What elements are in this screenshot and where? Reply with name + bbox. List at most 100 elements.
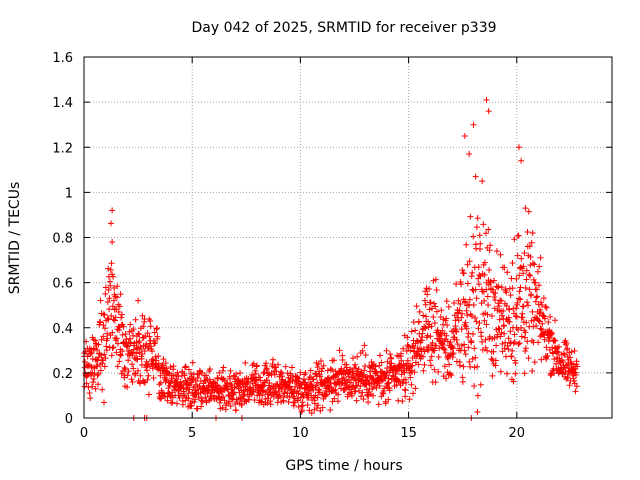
data-point — [520, 303, 527, 310]
data-point — [332, 386, 339, 393]
data-point — [498, 284, 505, 291]
data-point — [254, 381, 261, 388]
y-tick-label: 1 — [65, 186, 73, 201]
data-point — [427, 357, 434, 364]
data-point — [529, 260, 536, 267]
data-point — [444, 338, 451, 345]
data-point — [512, 370, 519, 377]
data-point — [118, 370, 125, 377]
data-point — [129, 379, 136, 386]
data-point — [553, 360, 560, 367]
data-point — [483, 96, 490, 103]
data-point — [98, 352, 105, 359]
data-point — [464, 280, 471, 287]
data-point — [359, 389, 366, 396]
data-point — [361, 367, 368, 374]
data-point — [258, 398, 265, 405]
data-point — [502, 286, 509, 293]
data-point — [171, 382, 178, 389]
data-point — [398, 357, 405, 364]
data-point — [438, 307, 445, 314]
data-point — [125, 368, 132, 375]
data-point — [316, 386, 323, 393]
data-point — [301, 371, 308, 378]
data-point — [132, 316, 139, 323]
data-point — [543, 355, 550, 362]
data-point — [513, 275, 520, 282]
data-point — [107, 282, 114, 289]
data-point — [376, 382, 383, 389]
data-point — [395, 377, 402, 384]
data-point — [231, 389, 238, 396]
data-point — [444, 322, 451, 329]
data-point — [439, 341, 446, 348]
data-point — [308, 381, 315, 388]
data-point — [92, 337, 99, 344]
data-point — [474, 215, 481, 222]
data-point — [491, 277, 498, 284]
data-point — [274, 361, 281, 368]
data-point — [198, 369, 205, 376]
data-point — [102, 355, 109, 362]
data-point — [568, 348, 575, 355]
data-point — [509, 347, 516, 354]
data-point — [206, 366, 213, 373]
data-point — [421, 323, 428, 330]
data-point — [446, 352, 453, 359]
data-point — [525, 302, 532, 309]
data-point — [437, 335, 444, 342]
data-point — [132, 370, 139, 377]
data-point — [106, 295, 113, 302]
data-point — [463, 307, 470, 314]
data-point — [109, 239, 116, 246]
data-point — [302, 370, 309, 377]
data-point — [433, 342, 440, 349]
data-point — [462, 298, 469, 305]
data-point — [304, 401, 311, 408]
data-point — [415, 319, 422, 326]
data-point — [455, 297, 462, 304]
data-point — [101, 363, 108, 370]
data-point — [100, 399, 107, 406]
data-point — [474, 392, 481, 399]
data-point — [573, 383, 580, 390]
data-point — [83, 380, 90, 387]
data-point — [377, 352, 384, 359]
data-point — [555, 349, 562, 356]
data-point — [431, 300, 438, 307]
data-point — [115, 308, 122, 315]
data-point — [422, 288, 429, 295]
data-point — [86, 390, 93, 397]
data-point — [388, 360, 395, 367]
data-point — [457, 362, 464, 369]
data-point — [370, 383, 377, 390]
data-point — [193, 381, 200, 388]
data-point — [459, 267, 466, 274]
data-point — [548, 331, 555, 338]
data-point — [471, 383, 478, 390]
data-point — [386, 387, 393, 394]
data-point — [490, 348, 497, 355]
data-point — [499, 312, 506, 319]
data-point — [484, 347, 491, 354]
data-point — [158, 395, 165, 402]
data-point — [492, 357, 499, 364]
data-point — [216, 369, 223, 376]
data-point — [402, 393, 409, 400]
data-point — [335, 391, 342, 398]
data-point — [220, 364, 227, 371]
data-point — [542, 303, 549, 310]
data-point — [198, 395, 205, 402]
data-point — [163, 365, 170, 372]
data-point — [501, 330, 508, 337]
data-point — [311, 400, 318, 407]
data-point — [314, 402, 321, 409]
data-point — [253, 362, 260, 369]
data-point — [214, 375, 221, 382]
data-point — [313, 382, 320, 389]
data-point — [546, 335, 553, 342]
data-point — [533, 286, 540, 293]
data-point — [256, 391, 263, 398]
data-point — [194, 405, 201, 412]
data-point — [528, 291, 535, 298]
